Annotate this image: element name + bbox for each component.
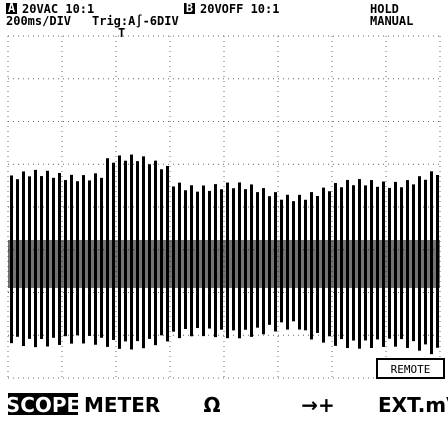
menu-item[interactable]: METER xyxy=(84,393,160,417)
remote-box xyxy=(376,358,445,379)
channel-a-setting: 20VAC 10:1 xyxy=(22,2,94,16)
trace-band xyxy=(8,240,440,288)
waveform xyxy=(8,154,440,355)
menu-selected-box xyxy=(8,393,78,415)
badge-b: B xyxy=(186,1,193,15)
menu-item[interactable]: Ω xyxy=(203,393,220,417)
badge-a-box xyxy=(6,3,17,14)
status: HOLD xyxy=(370,2,399,16)
badge-a: A xyxy=(8,1,16,15)
remote-label: REMOTE xyxy=(391,363,431,376)
channel-b-setting: 20VOFF 10:1 xyxy=(200,2,279,16)
menu-item[interactable]: →+ xyxy=(301,393,335,417)
trigger: Trig:A∫-6DIV xyxy=(92,14,179,28)
menu-item[interactable]: EXT.mV xyxy=(378,393,448,417)
menu-item[interactable]: SCOPE xyxy=(6,393,80,417)
mode: MANUAL xyxy=(370,14,413,28)
timebase: 200ms/DIV xyxy=(6,14,71,28)
trigger-marker: T xyxy=(118,26,125,40)
badge-b-box xyxy=(184,3,195,14)
